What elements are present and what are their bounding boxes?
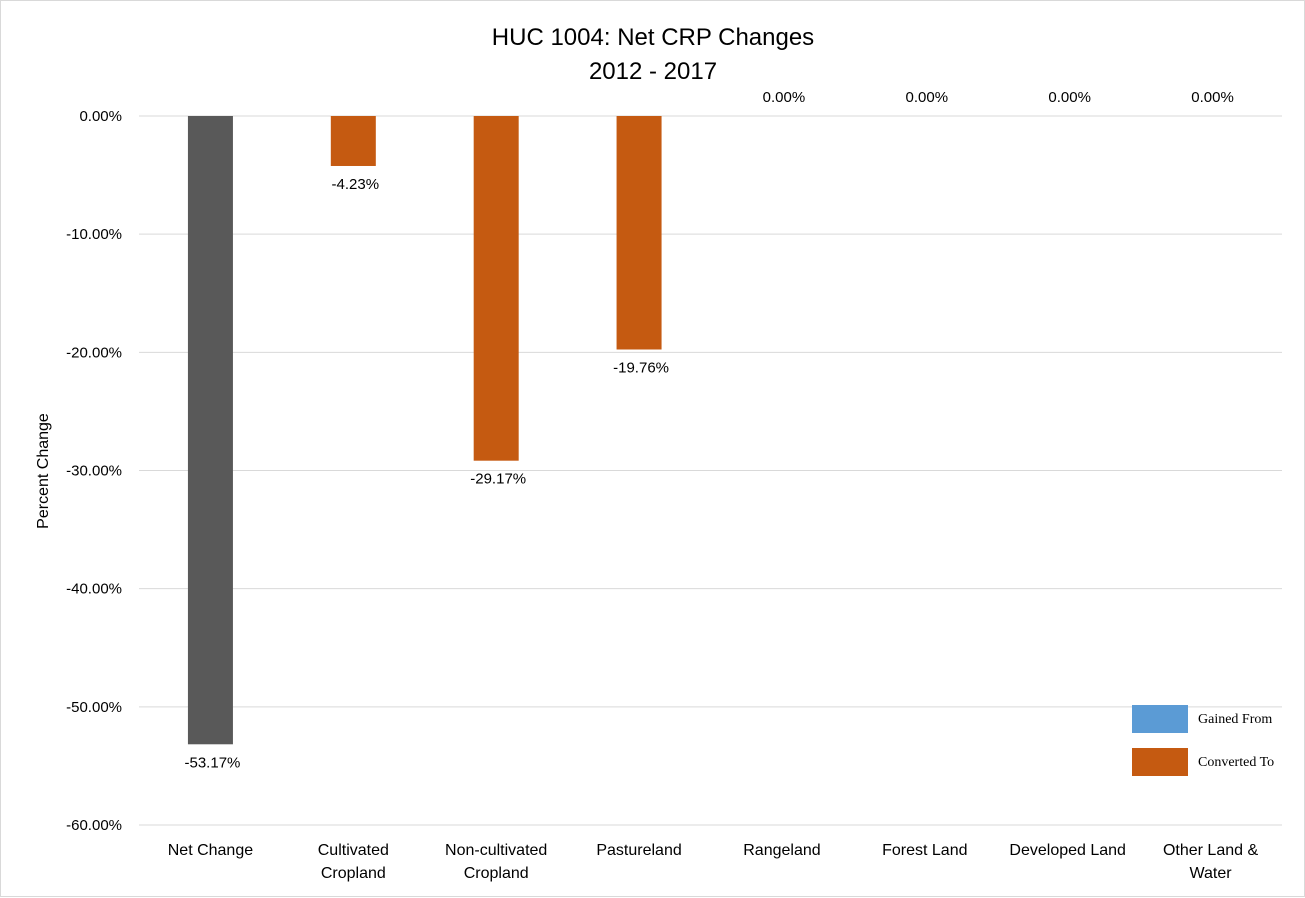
category-label: Rangeland xyxy=(743,842,820,859)
y-tick-label: -60.00% xyxy=(66,817,122,834)
y-axis-title: Percent Change xyxy=(35,413,52,529)
bar xyxy=(187,116,233,745)
data-label: 0.00% xyxy=(1048,89,1091,106)
data-label: 0.00% xyxy=(763,89,806,106)
category-label: Cropland xyxy=(321,865,386,882)
y-tick-label: -20.00% xyxy=(66,344,122,361)
y-tick-label: -10.00% xyxy=(66,226,122,243)
chart-title-line: 2012 - 2017 xyxy=(589,58,717,85)
y-tick-label: -40.00% xyxy=(66,581,122,598)
chart-title-line: HUC 1004: Net CRP Changes xyxy=(492,24,814,51)
y-tick-label: -50.00% xyxy=(66,699,122,716)
data-label: -4.23% xyxy=(332,176,380,193)
category-label: Cropland xyxy=(464,865,529,882)
category-label: Water xyxy=(1190,865,1233,882)
legend-label: Converted To xyxy=(1198,755,1274,770)
bar xyxy=(473,116,519,461)
data-label: 0.00% xyxy=(906,89,949,106)
data-label: -53.17% xyxy=(185,754,241,771)
y-tick-label: -30.00% xyxy=(66,463,122,480)
category-label: Cultivated xyxy=(318,842,389,859)
data-label: -19.76% xyxy=(613,359,669,376)
data-label: -29.17% xyxy=(470,471,526,488)
category-label: Other Land & xyxy=(1163,842,1259,859)
category-label: Developed Land xyxy=(1009,842,1126,859)
data-label: 0.00% xyxy=(1191,89,1234,106)
category-label: Forest Land xyxy=(882,842,967,859)
legend-swatch xyxy=(1132,705,1188,733)
category-label: Net Change xyxy=(168,842,253,859)
bar xyxy=(616,116,662,350)
category-label: Non-cultivated xyxy=(445,842,547,859)
legend-label: Gained From xyxy=(1198,712,1272,727)
legend-swatch xyxy=(1132,748,1188,776)
bar xyxy=(330,116,376,166)
category-label: Pastureland xyxy=(596,842,681,859)
y-tick-label: 0.00% xyxy=(79,108,122,125)
